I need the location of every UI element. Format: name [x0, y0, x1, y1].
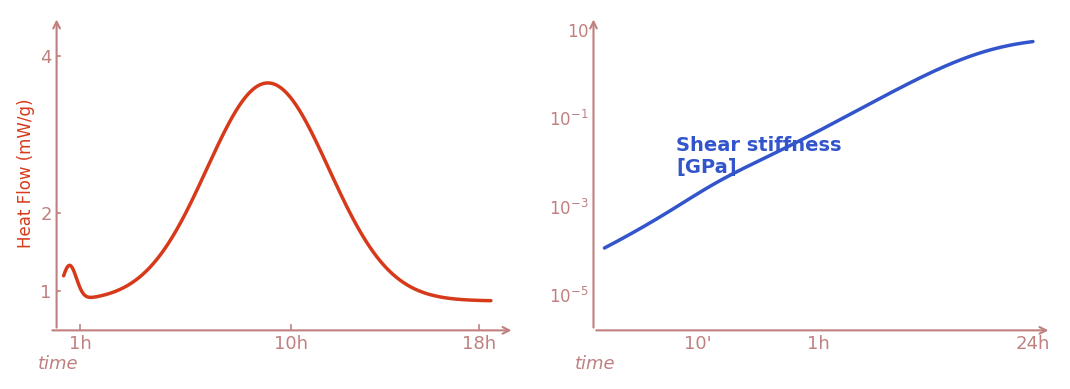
Text: time: time — [576, 356, 616, 373]
Y-axis label: Heat Flow (mW/g): Heat Flow (mW/g) — [17, 99, 34, 248]
Text: time: time — [39, 356, 79, 373]
Text: Shear stiffness
[GPa]: Shear stiffness [GPa] — [676, 136, 841, 177]
